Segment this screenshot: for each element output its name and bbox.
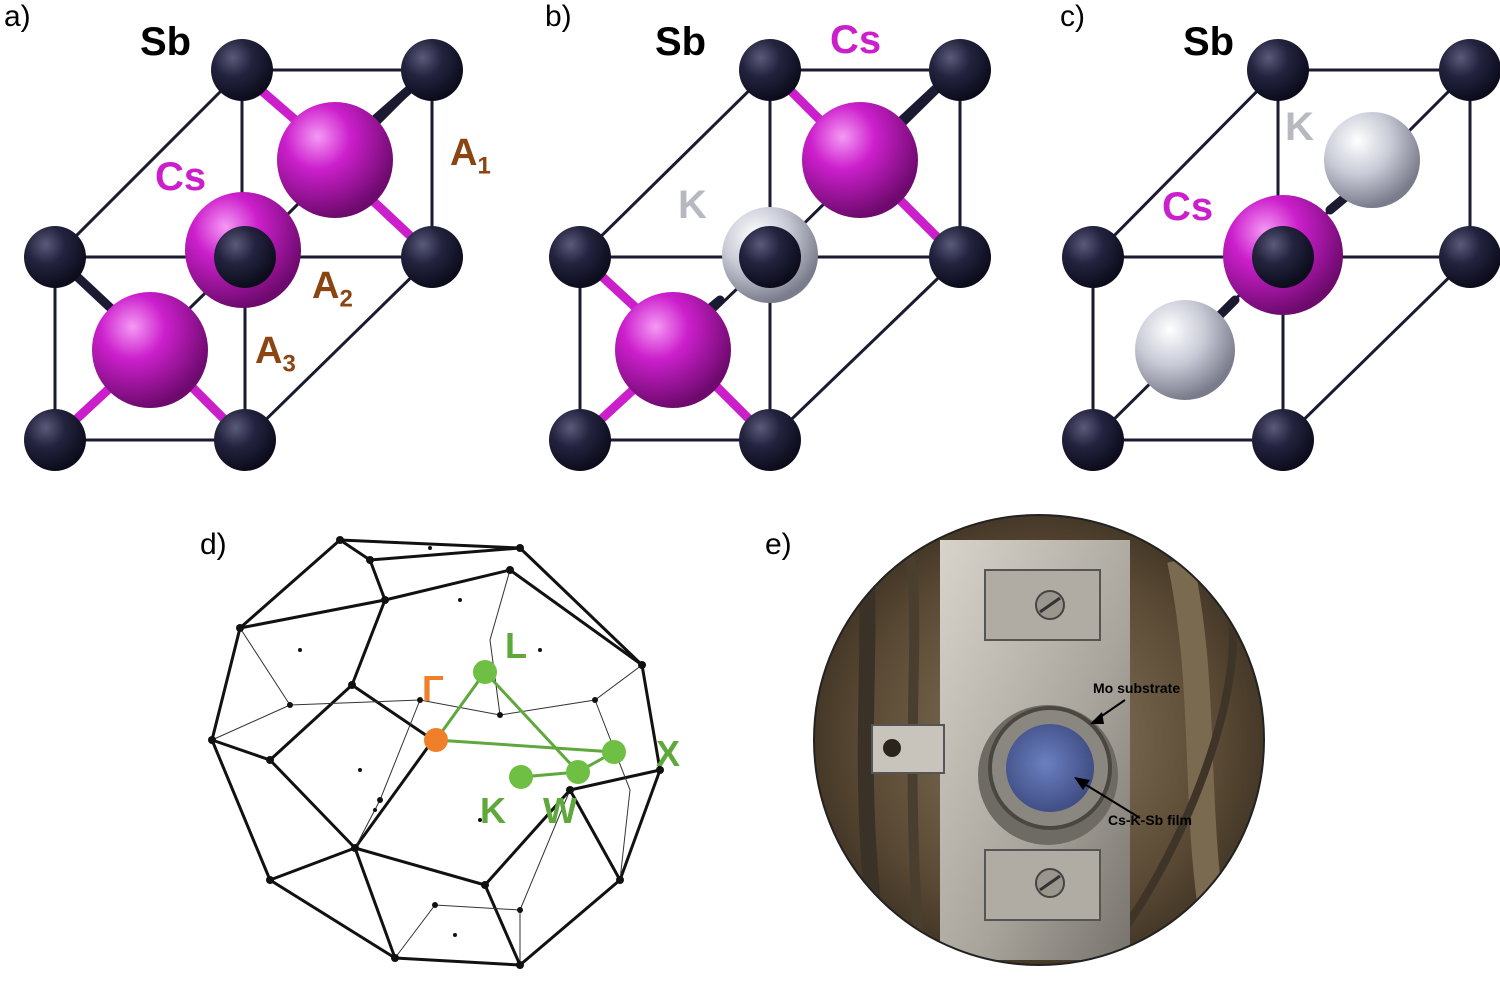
side-tab-hole xyxy=(883,739,901,757)
w-label: W xyxy=(543,790,577,831)
cs-atom-b1 xyxy=(802,102,918,218)
panel-label-c: c) xyxy=(1060,0,1085,33)
gamma-point xyxy=(424,728,448,752)
sb-atoms xyxy=(24,39,463,471)
cs-atom-a3 xyxy=(92,292,208,408)
sb-atoms xyxy=(549,39,991,471)
site-label-a3-sub: 3 xyxy=(282,350,296,378)
k-label-c: K xyxy=(1285,105,1314,149)
k-label-bz: K xyxy=(480,790,506,831)
cs-label-c: Cs xyxy=(1162,185,1214,229)
cs-label-b: Cs xyxy=(830,18,882,62)
panel-label-b: b) xyxy=(545,0,572,33)
x-point xyxy=(602,740,626,764)
side-tab xyxy=(871,724,945,774)
film-label: Cs-K-Sb film xyxy=(1108,812,1192,828)
site-label-a3: A3 xyxy=(255,330,296,378)
panel-d-brillouin-zone xyxy=(208,536,664,969)
w-point xyxy=(566,760,590,784)
panel-e-photo xyxy=(813,514,1265,966)
cs-k-sb-film xyxy=(1006,724,1094,812)
x-label: X xyxy=(656,733,681,774)
site-label-a1: A1 xyxy=(450,132,491,180)
l-label: L xyxy=(505,625,527,666)
cs-atom-a1 xyxy=(277,102,393,218)
panel-label-d: d) xyxy=(200,528,227,561)
k-label-b: K xyxy=(678,183,707,227)
sb-label-b: Sb xyxy=(655,20,707,64)
photo-frame xyxy=(813,514,1265,966)
panel-c-crystal xyxy=(1062,39,1500,471)
sb-label-a: Sb xyxy=(140,20,192,64)
film-arrow xyxy=(1077,779,1141,819)
sb-label-c: Sb xyxy=(1183,20,1235,64)
bz-back-edges xyxy=(211,569,643,965)
k-atom-c2 xyxy=(1135,300,1235,400)
l-point xyxy=(473,660,497,684)
panel-a-crystal xyxy=(24,39,463,471)
mo-substrate-label: Mo substrate xyxy=(1093,680,1181,696)
site-label-a2: A2 xyxy=(312,265,353,313)
panel-b-crystal xyxy=(549,39,991,471)
gamma-label: Γ xyxy=(422,668,444,709)
cs-label-a: Cs xyxy=(155,155,207,199)
panel-label-e: e) xyxy=(765,528,792,561)
sb-atoms xyxy=(1062,39,1500,471)
bz-vertex-dots xyxy=(208,536,664,969)
k-point xyxy=(509,765,533,789)
site-label-a1-sub: 1 xyxy=(477,152,491,180)
k-atom-c1 xyxy=(1324,112,1420,208)
site-label-a2-sub: 2 xyxy=(339,285,353,313)
high-symmetry-path xyxy=(434,669,615,779)
cs-atom-b2 xyxy=(615,292,731,408)
bz-front-edges xyxy=(210,538,662,967)
panel-label-a: a) xyxy=(4,0,31,33)
